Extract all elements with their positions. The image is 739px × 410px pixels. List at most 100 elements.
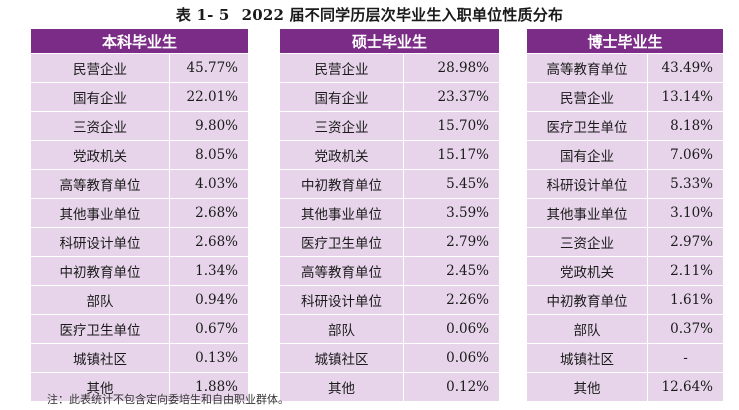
unit-type-cell: 国有企业	[30, 82, 170, 112]
table-row: 民营企业 28.98%	[279, 53, 501, 83]
table-row: 其他事业单位 3.10%	[526, 198, 725, 228]
percentage-cell: -	[646, 343, 725, 373]
footnote: 注：此表统计不包含定向委培生和自由职业群体。	[47, 393, 289, 406]
table-row: 党政机关 8.05%	[30, 140, 250, 170]
unit-type-cell: 中初教育单位	[526, 285, 648, 315]
table-row: 其他事业单位 2.68%	[30, 198, 250, 228]
percentage-cell: 0.13%	[168, 343, 250, 373]
unit-type-cell: 三资企业	[279, 111, 404, 141]
table-row: 部队 0.06%	[279, 314, 501, 344]
unit-type-cell: 党政机关	[526, 256, 648, 286]
table-header-undergraduate: 本科毕业生	[29, 28, 250, 54]
unit-type-cell: 部队	[30, 285, 170, 315]
table-row: 其他 1.88%	[30, 372, 250, 402]
table-row: 其他 0.12%	[279, 372, 501, 402]
unit-type-cell: 党政机关	[30, 140, 170, 170]
unit-type-cell: 高等教育单位	[279, 256, 404, 286]
unit-type-cell: 三资企业	[30, 111, 170, 141]
table-row: 科研设计单位 5.33%	[526, 169, 725, 199]
unit-type-cell: 城镇社区	[279, 343, 404, 373]
unit-type-cell: 民营企业	[30, 53, 170, 83]
table-row: 党政机关 15.17%	[279, 140, 501, 170]
percentage-cell: 2.68%	[168, 227, 250, 257]
percentage-cell: 13.14%	[646, 82, 725, 112]
table-row: 其他事业单位 3.59%	[279, 198, 501, 228]
percentage-cell: 0.06%	[402, 314, 501, 344]
table-row: 部队 0.94%	[30, 285, 250, 315]
percentage-cell: 43.49%	[646, 53, 725, 83]
unit-type-cell: 医疗卫生单位	[30, 314, 170, 344]
percentage-cell: 15.70%	[402, 111, 501, 141]
unit-type-cell: 其他	[279, 372, 404, 402]
table-row: 高等教育单位 2.45%	[279, 256, 501, 286]
percentage-cell: 2.11%	[646, 256, 725, 286]
percentage-cell: 0.94%	[168, 285, 250, 315]
percentage-cell: 15.17%	[402, 140, 501, 170]
percentage-cell: 1.34%	[168, 256, 250, 286]
unit-type-cell: 科研设计单位	[30, 227, 170, 257]
unit-type-cell: 中初教育单位	[30, 256, 170, 286]
unit-type-cell: 其他事业单位	[30, 198, 170, 228]
table-row: 科研设计单位 2.26%	[279, 285, 501, 315]
percentage-cell: 8.18%	[646, 111, 725, 141]
percentage-cell: 5.33%	[646, 169, 725, 199]
percentage-cell: 3.10%	[646, 198, 725, 228]
table-caption: 表 1- 5 2022 届不同学历层次毕业生入职单位性质分布	[0, 4, 739, 25]
table-row: 中初教育单位 5.45%	[279, 169, 501, 199]
percentage-cell: 0.06%	[402, 343, 501, 373]
unit-type-cell: 高等教育单位	[30, 169, 170, 199]
percentage-cell: 12.64%	[646, 372, 725, 402]
table-row: 城镇社区 0.06%	[279, 343, 501, 373]
percentage-cell: 0.67%	[168, 314, 250, 344]
percentage-cell: 2.45%	[402, 256, 501, 286]
unit-type-cell: 部队	[526, 314, 648, 344]
unit-type-cell: 其他事业单位	[526, 198, 648, 228]
unit-type-cell: 医疗卫生单位	[279, 227, 404, 257]
percentage-cell: 7.06%	[646, 140, 725, 170]
unit-type-cell: 中初教育单位	[279, 169, 404, 199]
caption-number: 表 1- 5	[175, 6, 230, 24]
table-row: 医疗卫生单位 0.67%	[30, 314, 250, 344]
undergraduate-table: 本科毕业生 民营企业 45.77% 国有企业 22.01% 三资企业 9.80% 党政机关 8…	[29, 28, 250, 402]
master-table: 硕士毕业生 民营企业 28.98% 国有企业 23.37% 三资企业 15.70% 党政机关…	[278, 28, 501, 402]
percentage-cell: 8.05%	[168, 140, 250, 170]
table-row: 中初教育单位 1.34%	[30, 256, 250, 286]
percentage-cell: 23.37%	[402, 82, 501, 112]
table-row: 高等教育单位 43.49%	[526, 53, 725, 83]
percentage-cell: 2.68%	[168, 198, 250, 228]
unit-type-cell: 党政机关	[279, 140, 404, 170]
unit-type-cell: 其他	[30, 372, 170, 402]
table-header-master: 硕士毕业生	[278, 28, 501, 54]
table-row: 医疗卫生单位 2.79%	[279, 227, 501, 257]
unit-type-cell: 国有企业	[279, 82, 404, 112]
table-row: 中初教育单位 1.61%	[526, 285, 725, 315]
table-row: 城镇社区 0.13%	[30, 343, 250, 373]
percentage-cell: 2.97%	[646, 227, 725, 257]
percentage-cell: 3.59%	[402, 198, 501, 228]
percentage-cell: 45.77%	[168, 53, 250, 83]
table-row: 城镇社区 -	[526, 343, 725, 373]
unit-type-cell: 民营企业	[279, 53, 404, 83]
unit-type-cell: 高等教育单位	[526, 53, 648, 83]
unit-type-cell: 国有企业	[526, 140, 648, 170]
table-row: 国有企业 22.01%	[30, 82, 250, 112]
percentage-cell: 5.45%	[402, 169, 501, 199]
unit-type-cell: 民营企业	[526, 82, 648, 112]
table-row: 三资企业 15.70%	[279, 111, 501, 141]
percentage-cell: 1.88%	[168, 372, 250, 402]
doctorate-table: 博士毕业生 高等教育单位 43.49% 民营企业 13.14% 医疗卫生单位 8.18% 国…	[525, 28, 725, 402]
unit-type-cell: 医疗卫生单位	[526, 111, 648, 141]
table-row: 国有企业 7.06%	[526, 140, 725, 170]
table-row: 高等教育单位 4.03%	[30, 169, 250, 199]
percentage-cell: 28.98%	[402, 53, 501, 83]
table-row: 三资企业 9.80%	[30, 111, 250, 141]
table-row: 医疗卫生单位 8.18%	[526, 111, 725, 141]
table-row: 部队 0.37%	[526, 314, 725, 344]
unit-type-cell: 城镇社区	[526, 343, 648, 373]
unit-type-cell: 科研设计单位	[526, 169, 648, 199]
unit-type-cell: 部队	[279, 314, 404, 344]
table-row: 三资企业 2.97%	[526, 227, 725, 257]
table-row: 科研设计单位 2.68%	[30, 227, 250, 257]
percentage-cell: 0.37%	[646, 314, 725, 344]
percentage-cell: 9.80%	[168, 111, 250, 141]
